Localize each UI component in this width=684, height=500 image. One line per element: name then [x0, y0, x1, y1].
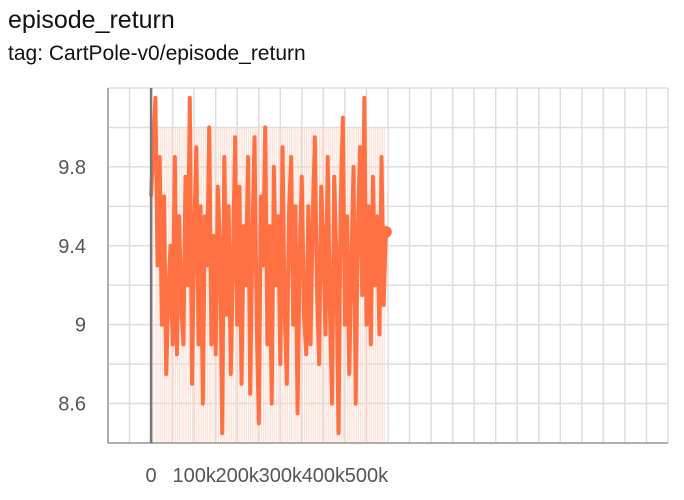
raw-band-segment — [207, 127, 209, 443]
chart-title: episode_return — [8, 6, 175, 34]
series-layer — [149, 95, 392, 436]
tick-labels: 8.6 9 9.4 9.8 0 100k 200k 300k 400k 500k — [58, 157, 389, 487]
x-tick-label: 100k — [172, 465, 216, 487]
x-tick-label: 500k — [345, 465, 389, 487]
raw-band-segment — [263, 127, 265, 443]
y-tick-label: 9 — [75, 315, 86, 337]
y-tick-label: 8.6 — [58, 394, 86, 416]
axes — [107, 88, 668, 444]
chart-subtitle: tag: CartPole-v0/episode_return — [8, 42, 306, 65]
x-tick-label: 200k — [216, 465, 260, 487]
x-tick-label: 300k — [259, 465, 303, 487]
x-tick-label: 400k — [302, 465, 346, 487]
last-value-marker — [379, 225, 392, 238]
x-tick-label: 0 — [146, 465, 157, 487]
y-tick-label: 9.8 — [58, 157, 86, 179]
y-tick-label: 9.4 — [58, 236, 86, 258]
raw-band-segment — [155, 127, 157, 443]
raw-band-segment — [157, 127, 159, 443]
smoothed-series-line — [149, 95, 388, 436]
